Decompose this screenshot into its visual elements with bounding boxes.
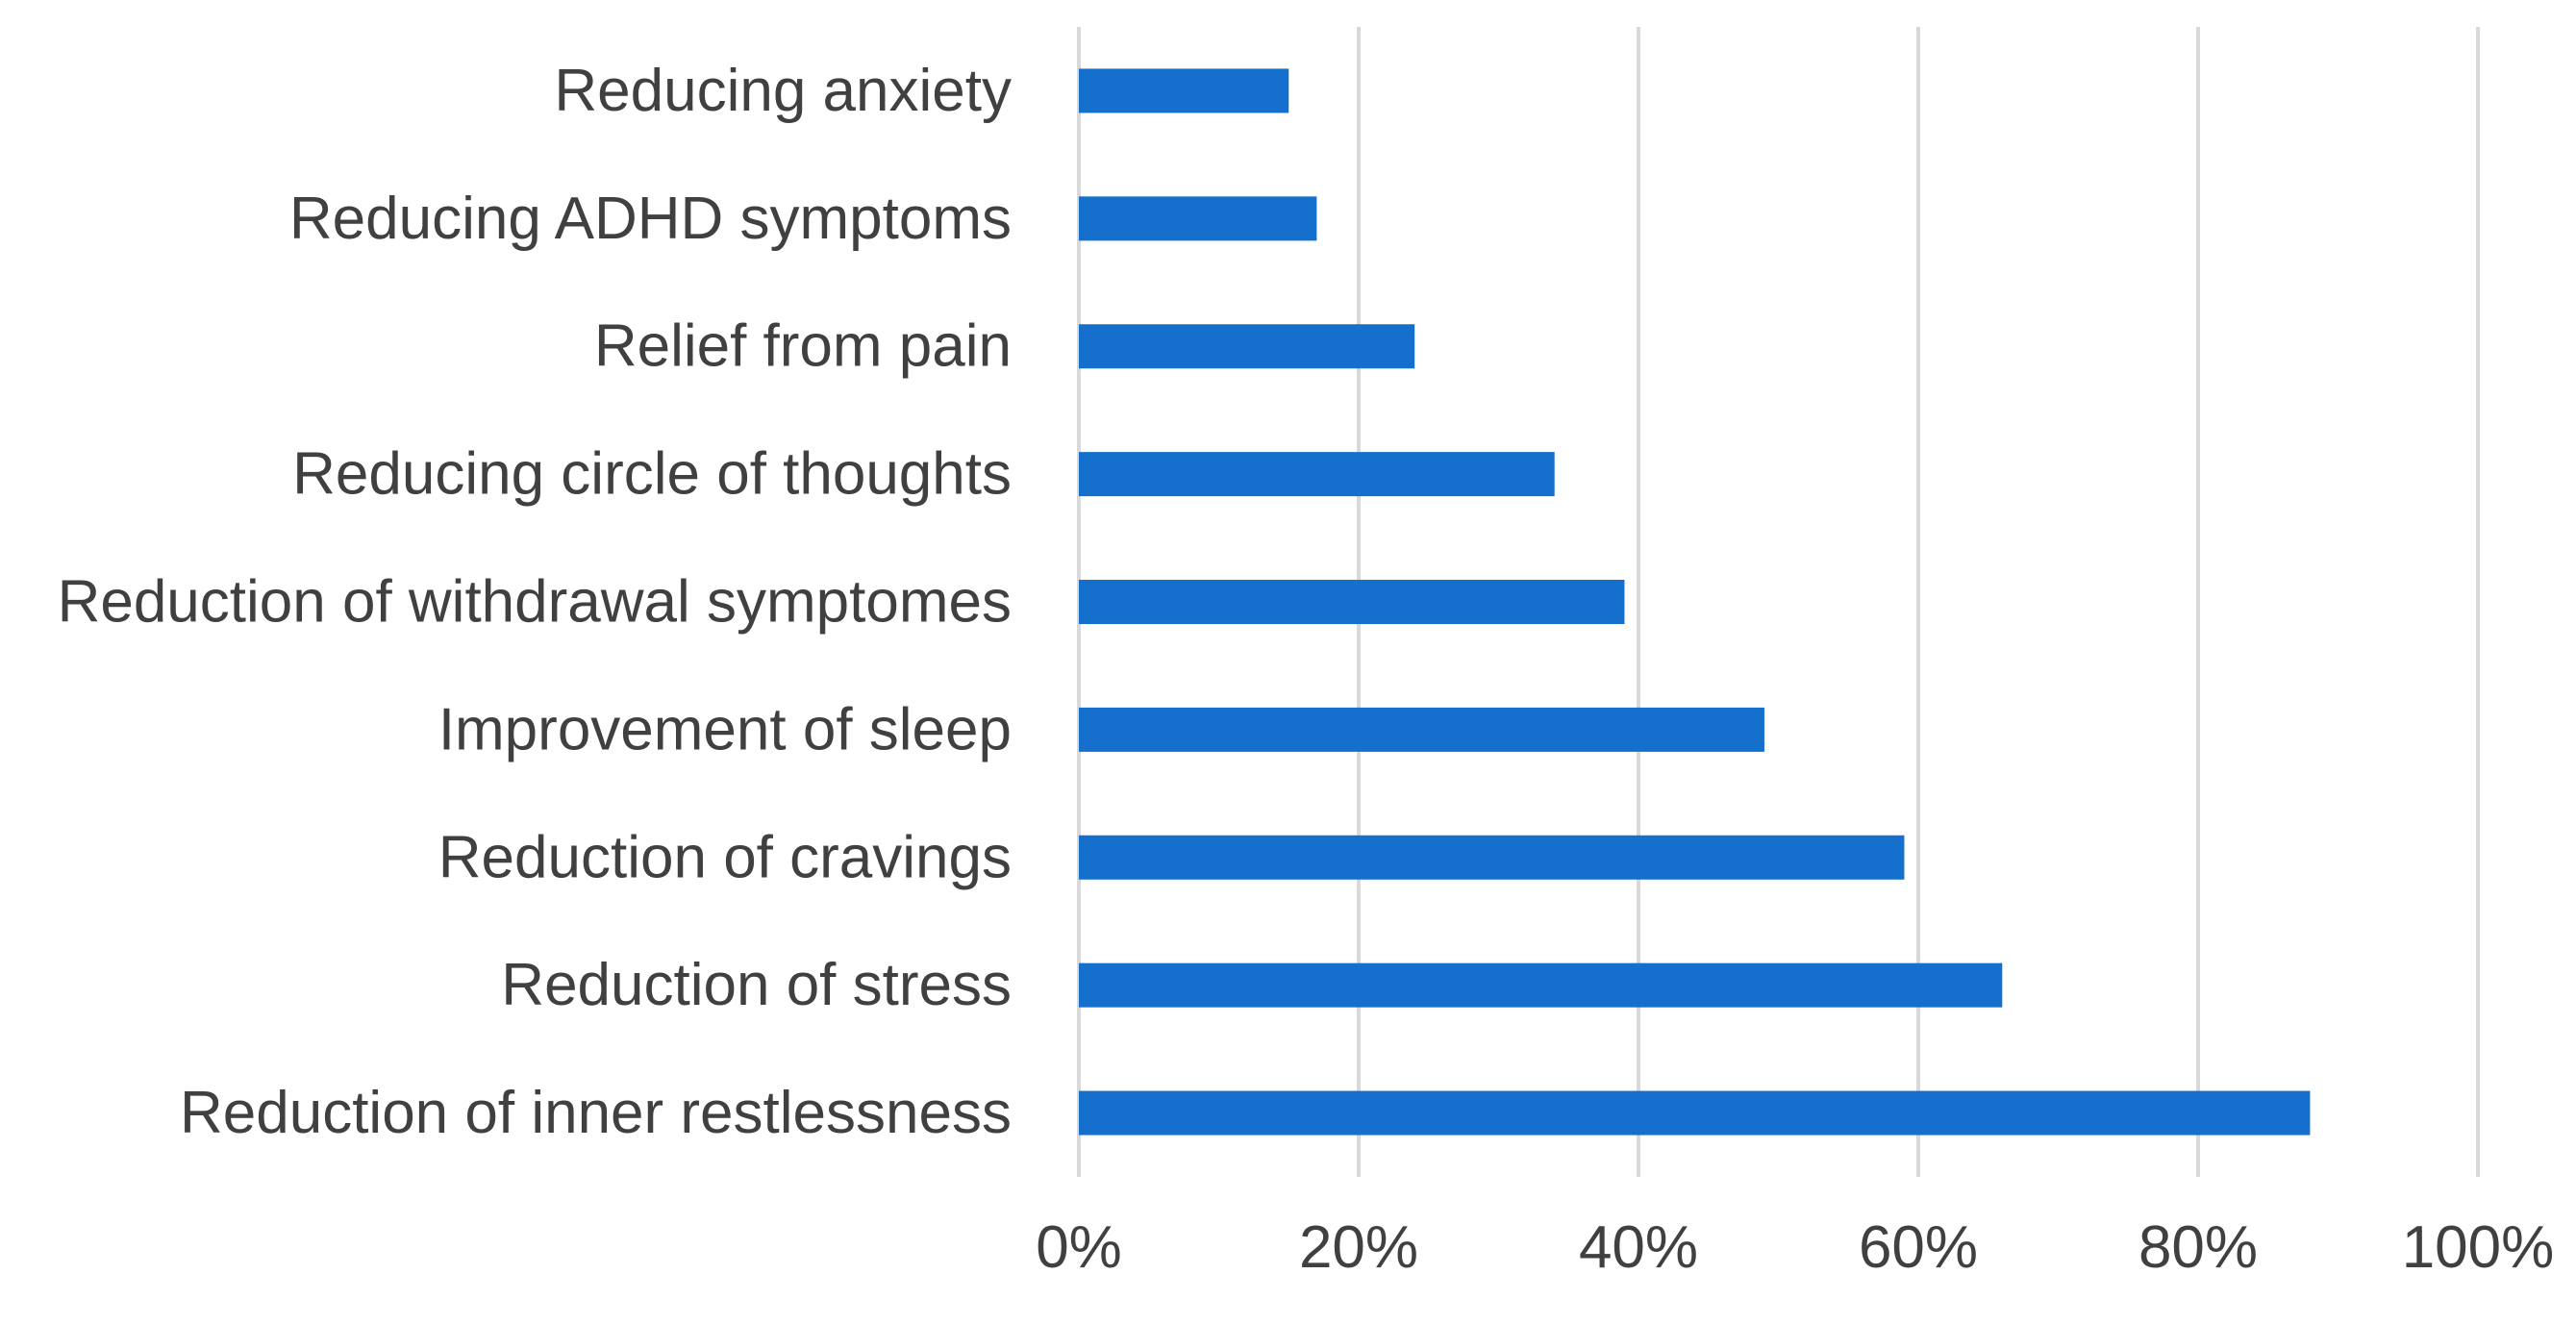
x-axis-tick-labels: 0% 20% 40% 60% 80% 100% xyxy=(1036,1214,2554,1281)
x-tick-label: 20% xyxy=(1299,1214,1418,1281)
bar xyxy=(1079,962,2003,1008)
bar xyxy=(1079,707,1764,752)
category-label: Reduction of cravings xyxy=(438,824,1012,890)
category-label: Reducing anxiety xyxy=(554,58,1012,124)
x-tick-label: 80% xyxy=(2138,1214,2258,1281)
bar xyxy=(1079,68,1289,113)
category-labels: Reducing anxiety Reducing ADHD symptoms Re… xyxy=(58,58,1012,1146)
category-label: Reduction of withdrawal symptomes xyxy=(58,569,1012,636)
category-label: Reduction of stress xyxy=(501,952,1012,1018)
bar xyxy=(1079,196,1317,241)
bar xyxy=(1079,1090,2311,1136)
category-label: Reduction of inner restlessness xyxy=(180,1080,1012,1146)
bar xyxy=(1079,835,1905,880)
bar xyxy=(1079,452,1555,497)
x-tick-label: 0% xyxy=(1036,1214,1122,1281)
x-tick-label: 60% xyxy=(1859,1214,1978,1281)
x-tick-label: 100% xyxy=(2402,1214,2555,1281)
category-label: Relief from pain xyxy=(594,313,1012,380)
x-tick-label: 40% xyxy=(1579,1214,1698,1281)
category-label: Reducing ADHD symptoms xyxy=(289,186,1012,252)
bars xyxy=(1079,68,2311,1136)
category-label: Reducing circle of thoughts xyxy=(292,441,1012,508)
bar xyxy=(1079,324,1415,369)
bar xyxy=(1079,580,1625,624)
category-label: Improvement of sleep xyxy=(438,696,1012,762)
